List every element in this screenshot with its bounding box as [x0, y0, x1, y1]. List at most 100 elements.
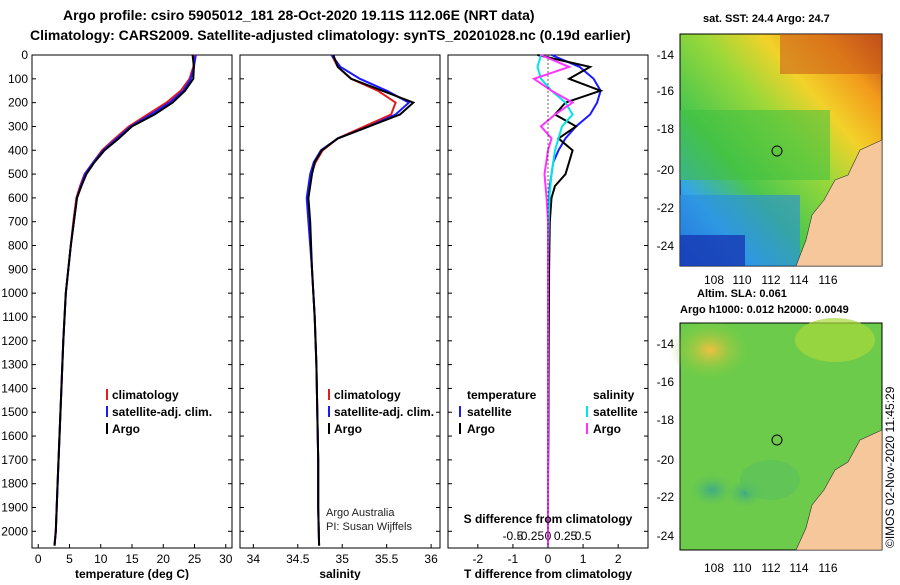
- legend-s-satellite-label: satellite: [593, 405, 638, 419]
- depth-tick-label: 1600: [1, 429, 28, 443]
- sst-ytick: -14: [657, 48, 675, 62]
- depth-tick-label: 1200: [1, 334, 28, 348]
- sst-map: [679, 33, 883, 267]
- temperature-x-tick-label: 0: [35, 552, 42, 566]
- depth-tick-label: 1800: [1, 477, 28, 491]
- temperature-panel: [31, 54, 233, 549]
- salinity-panel: [239, 54, 441, 549]
- temperature-x-axis: 0 5 10 15 20 25 30: [35, 544, 233, 566]
- depth-tick-label: 1000: [1, 286, 28, 300]
- temperature-series: [53, 54, 197, 546]
- sst-ytick: -22: [657, 201, 675, 215]
- series-line-climatology: [307, 54, 397, 546]
- salinity-x-tick-label: 35: [336, 552, 350, 566]
- difference-legend: temperature salinity satellite Argo sate…: [459, 388, 638, 436]
- t-difference-x-label: T difference from climatology: [464, 567, 632, 580]
- sla-xtick: 110: [732, 561, 751, 575]
- sst-map-axes: -14 -16 -18 -20 -22 -24 108 110 112 114 …: [657, 48, 838, 287]
- t-difference-x-tick-label: 2: [615, 552, 622, 566]
- sla-map-title1: Altim. SLA: 0.061: [697, 288, 787, 300]
- depth-tick-label: 1300: [1, 358, 28, 372]
- sst-xtick: 116: [818, 273, 837, 287]
- sst-ytick: -24: [657, 239, 675, 253]
- figure-title-line2: Climatology: CARS2009. Satellite-adjuste…: [30, 27, 631, 43]
- depth-tick-label: 200: [8, 96, 28, 110]
- salinity-series: [305, 54, 416, 546]
- credit-line1: Argo Australia: [326, 507, 395, 519]
- depth-axis: 0 100 200 300 400 500 600 700 800 900 1000 1100 1200…: [1, 48, 648, 538]
- temperature-x-tick-label: 25: [188, 552, 202, 566]
- sla-ytick: -16: [657, 375, 675, 389]
- sst-xtick: 112: [761, 273, 780, 287]
- figure-title-line1: Argo profile: csiro 5905012_181 28-Oct-2…: [63, 7, 535, 23]
- sla-low-anomaly: [690, 474, 734, 506]
- legend-climatology-label: climatology: [112, 388, 179, 402]
- depth-tick-label: 1900: [1, 501, 28, 515]
- sla-ytick: -22: [657, 490, 675, 504]
- depth-tick-label: 700: [8, 215, 28, 229]
- t-difference-x-tick-label: 1: [580, 552, 587, 566]
- series-line-climatology: [53, 54, 196, 546]
- sla-ytick: -20: [657, 453, 675, 467]
- s-difference-label: S difference from climatology: [464, 512, 633, 526]
- sla-low-anomaly: [740, 460, 800, 500]
- legend-argo-label: Argo: [334, 422, 362, 436]
- series-line-argo: [307, 54, 416, 546]
- salinity-x-tick-label: 35.5: [375, 552, 399, 566]
- sla-map-title2: Argo h1000: 0.012 h2000: 0.0049: [680, 304, 849, 316]
- legend-t-satellite-label: satellite: [467, 405, 512, 419]
- temperature-legend: climatology satellite-adj. clim. Argo: [106, 388, 212, 436]
- depth-tick-label: 100: [8, 72, 28, 86]
- salinity-x-tick-label: 36: [424, 552, 438, 566]
- sla-ytick: -14: [657, 337, 675, 351]
- sla-high-anomaly: [795, 318, 875, 362]
- salinity-legend: climatology satellite-adj. clim. Argo Ar…: [326, 388, 434, 533]
- depth-tick-label: 1500: [1, 405, 28, 419]
- sst-land: [795, 139, 883, 267]
- depth-tick-label: 300: [8, 119, 28, 133]
- t-difference-x-axis: -2 -1 0 1 2: [472, 544, 622, 566]
- depth-tick-label: 400: [8, 143, 28, 157]
- t-difference-x-tick-label: -2: [472, 552, 483, 566]
- sst-xtick: 114: [789, 273, 808, 287]
- sst-green-band: [680, 110, 830, 180]
- sst-ytick: -18: [657, 122, 675, 136]
- s-difference-tick-label: 0.5: [575, 529, 592, 543]
- depth-tick-label: 1700: [1, 453, 28, 467]
- difference-series: [531, 54, 604, 546]
- sla-ytick: -18: [657, 413, 675, 427]
- depth-tick-label: 600: [8, 191, 28, 205]
- series-line-temperature-argo: [537, 54, 604, 546]
- temperature-x-label: temperature (deg C): [75, 567, 189, 580]
- sla-xtick: 116: [818, 561, 837, 575]
- legend-t-argo-label: Argo: [467, 422, 495, 436]
- temperature-x-tick-label: 20: [157, 552, 171, 566]
- depth-tick-label: 1400: [1, 381, 28, 395]
- legend-s-argo-label: Argo: [593, 422, 621, 436]
- temperature-x-tick-label: 30: [219, 552, 233, 566]
- sst-xtick: 110: [732, 273, 751, 287]
- temperature-x-tick-label: 5: [66, 552, 73, 566]
- series-line-argo: [53, 54, 195, 546]
- credit-line2: PI: Susan Wijffels: [326, 521, 412, 533]
- sst-ytick: -20: [657, 163, 675, 177]
- sla-xtick: 108: [704, 561, 724, 575]
- depth-tick-label: 2000: [1, 524, 28, 538]
- salinity-x-label: salinity: [319, 567, 361, 580]
- s-difference-tick-label: 0.25: [554, 529, 578, 543]
- salinity-x-axis: 34 34.5 35 35.5 36: [247, 544, 438, 566]
- sla-map-axes: -14 -16 -18 -20 -22 -24 108 110 112 114 …: [657, 337, 838, 575]
- series-line-salinity-argo: [531, 54, 575, 546]
- legend-salinity-title: salinity: [593, 388, 635, 402]
- sla-land: [795, 429, 883, 551]
- temperature-x-tick-label: 10: [94, 552, 108, 566]
- s-difference-tick-label: -0.25: [517, 529, 545, 543]
- legend-satellite-label: satellite-adj. clim.: [334, 405, 434, 419]
- argo-position-marker: [771, 145, 783, 157]
- sst-ytick: -16: [657, 84, 675, 98]
- sst-deep-blue-patch: [680, 235, 745, 266]
- depth-tick-label: 0: [21, 48, 28, 62]
- legend-temperature-title: temperature: [467, 388, 537, 402]
- salinity-x-tick-label: 34: [247, 552, 261, 566]
